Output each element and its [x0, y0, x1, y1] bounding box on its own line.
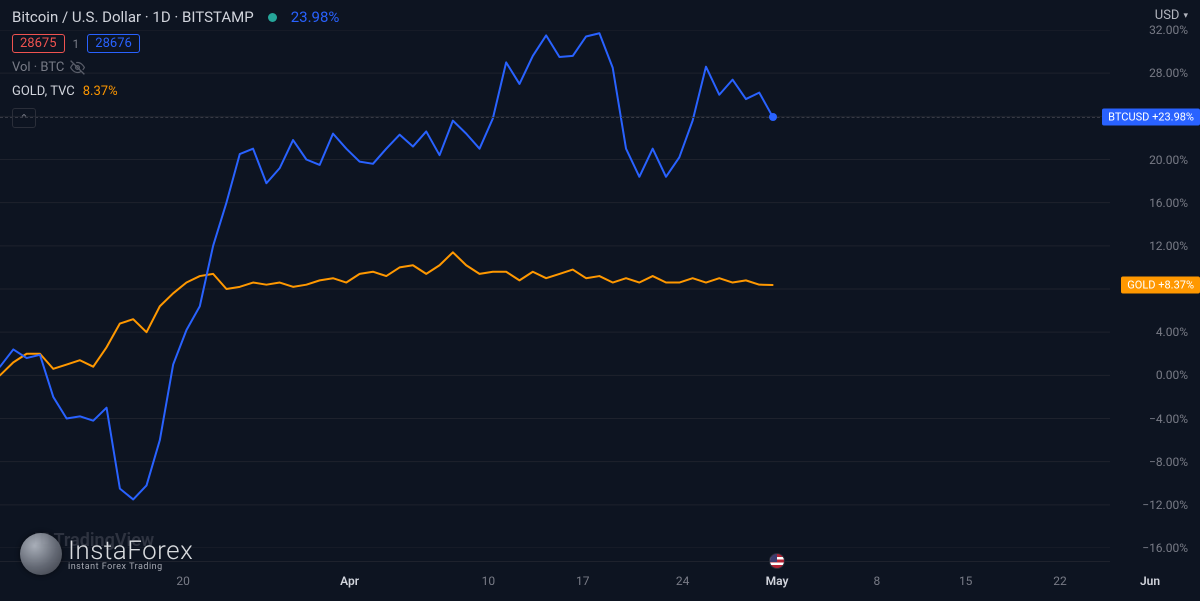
chart-pane[interactable] [0, 30, 1110, 548]
collapse-legend-button[interactable]: ⌃ [12, 108, 36, 128]
x-tick-label: 8 [874, 574, 881, 588]
gold-tag-value: +8.37% [1158, 279, 1194, 292]
y-tick-label: −12.00% [1142, 498, 1188, 512]
y-tick-label: 0.00% [1156, 368, 1188, 382]
y-tick-label: −16.00% [1142, 541, 1188, 555]
chevron-down-icon: ▾ [1183, 11, 1188, 21]
currency-label: USD [1155, 8, 1180, 23]
x-tick-label: 20 [176, 574, 190, 588]
market-status-dot [268, 13, 277, 22]
gold-label: GOLD, TVC [12, 84, 75, 99]
chart-svg [0, 30, 1110, 548]
btc-tag-value: +23.98% [1152, 110, 1194, 123]
globe-icon [20, 533, 62, 575]
x-tick-label: 15 [959, 574, 973, 588]
currency-selector[interactable]: USD ▾ [1155, 8, 1188, 23]
y-tick-label: −8.00% [1149, 455, 1188, 469]
btc-last-dot [769, 113, 777, 121]
compare-symbol-row[interactable]: GOLD, TVC 8.37% [12, 84, 118, 99]
chevron-up-icon: ⌃ [19, 112, 28, 125]
x-tick-label: May [766, 574, 789, 588]
btc-last-line [0, 117, 1110, 118]
gold-tag-label: GOLD [1127, 279, 1155, 292]
y-tick-label: 32.00% [1149, 23, 1188, 37]
y-tick-label: −4.00% [1149, 412, 1188, 426]
symbol-title[interactable]: Bitcoin / U.S. Dollar · 1D · BITSTAMP [12, 8, 254, 26]
btc-tag-label: BTCUSD [1108, 110, 1149, 123]
eye-off-icon[interactable] [70, 60, 85, 75]
gold-change-pct: 8.37% [83, 84, 118, 99]
volume-label: Vol · BTC [12, 60, 64, 75]
ask-price[interactable]: 28676 [87, 34, 140, 53]
us-flag-marker[interactable] [769, 553, 785, 569]
gold-price-tag: GOLD +8.37% [1121, 277, 1200, 294]
y-tick-label: 4.00% [1156, 325, 1188, 339]
btc-price-tag: BTCUSD +23.98% [1102, 108, 1200, 125]
x-tick-label: Apr [340, 574, 359, 588]
spread-value: 1 [73, 37, 80, 51]
x-tick-label: Jun [1140, 574, 1160, 588]
x-tick-label: 22 [1053, 574, 1067, 588]
y-tick-label: 28.00% [1149, 66, 1188, 80]
instaforex-watermark: InstaForex instant Forex Trading [20, 533, 193, 575]
y-tick-label: 16.00% [1149, 196, 1188, 210]
volume-row[interactable]: Vol · BTC [12, 60, 85, 75]
main-change-pct: 23.98% [291, 8, 340, 26]
x-tick-label: 10 [482, 574, 496, 588]
chart-header: Bitcoin / U.S. Dollar · 1D · BITSTAMP 23… [12, 8, 339, 26]
y-tick-label: 20.00% [1149, 153, 1188, 167]
x-tick-label: 17 [576, 574, 590, 588]
x-tick-label: 24 [676, 574, 690, 588]
y-tick-label: 12.00% [1149, 239, 1188, 253]
bid-ask-row: 28675 1 28676 [12, 34, 140, 53]
bid-price[interactable]: 28675 [12, 34, 65, 53]
